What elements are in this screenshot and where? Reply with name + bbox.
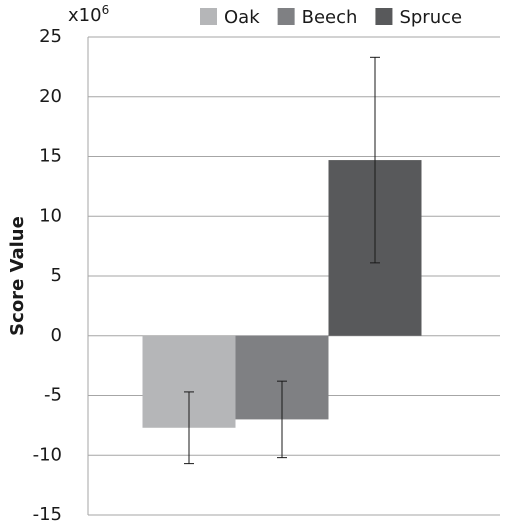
- legend-label: Spruce: [399, 7, 462, 28]
- y-tick-label: -10: [33, 444, 62, 465]
- error-bar: [370, 56, 380, 264]
- y-tick-label: 5: [51, 265, 62, 286]
- legend-label: Beech: [302, 7, 358, 28]
- y-multiplier: x106: [68, 3, 109, 27]
- legend-swatch: [200, 8, 217, 25]
- y-tick-label: 10: [39, 205, 62, 226]
- y-tick-label: -5: [44, 385, 62, 406]
- legend-swatch: [375, 8, 393, 25]
- legend-label: Oak: [224, 7, 260, 28]
- y-tick-label: 0: [51, 325, 62, 346]
- y-axis-label: Score Value: [7, 216, 28, 336]
- y-tick-label: -15: [33, 504, 62, 525]
- y-tick-label: 25: [39, 26, 62, 47]
- error-bar: [184, 391, 194, 465]
- legend-swatch: [277, 8, 295, 25]
- y-tick-label: 20: [39, 86, 62, 107]
- y-tick-label: 15: [39, 146, 62, 167]
- error-bar: [277, 380, 287, 459]
